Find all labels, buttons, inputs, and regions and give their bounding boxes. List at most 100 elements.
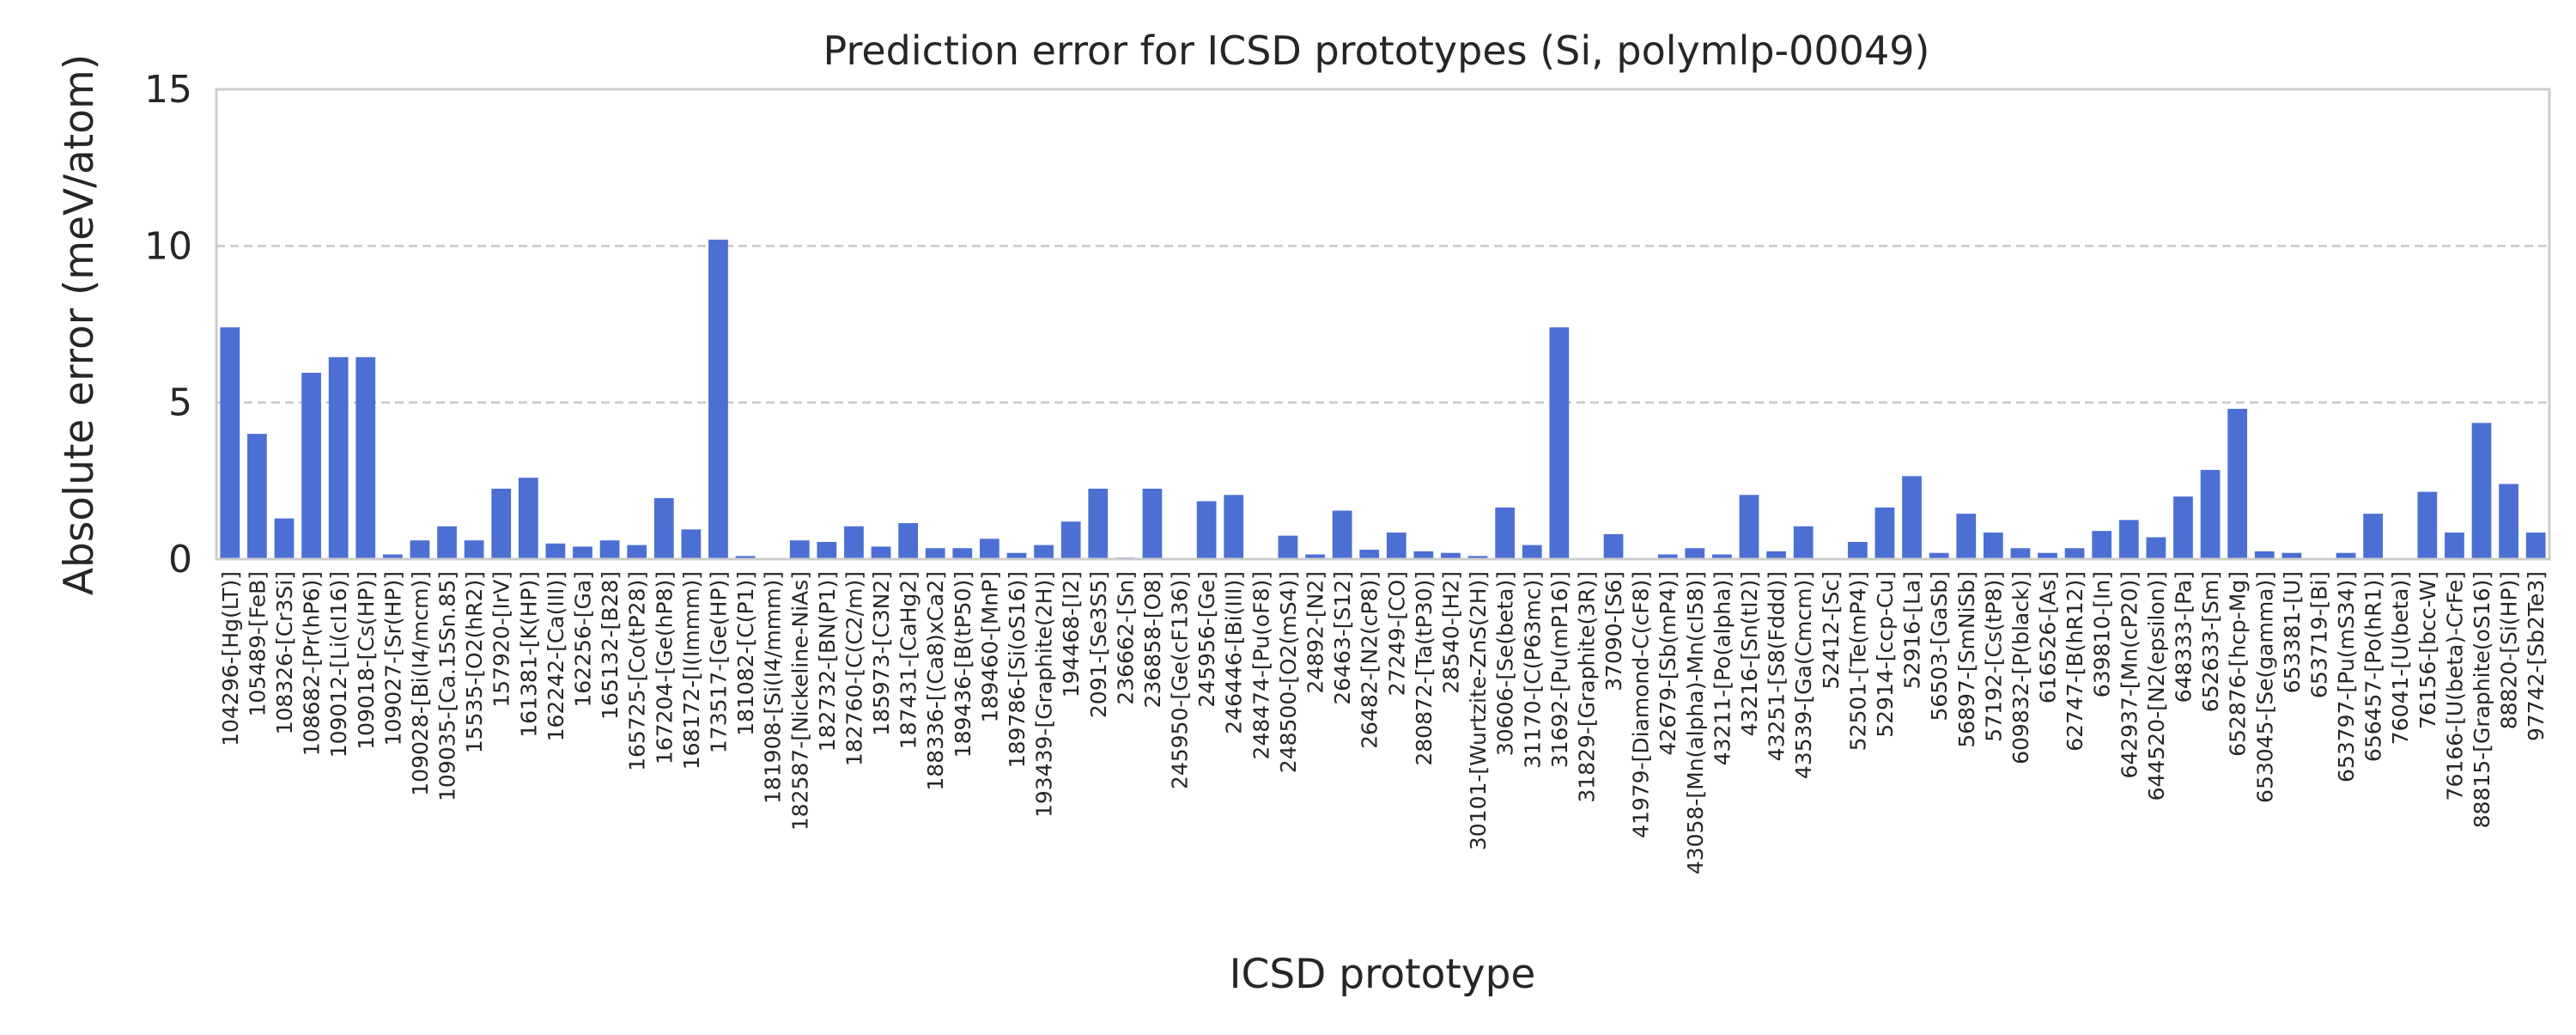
bar: [2038, 552, 2057, 559]
bar: [437, 526, 457, 559]
x-tick-label: 108326-[Cr3Si]: [272, 571, 297, 734]
x-tick-label: 245950-[Ge(cF136)]: [1168, 571, 1193, 789]
bar: [2227, 408, 2248, 559]
x-tick-label: 26482-[N2(cP8)]: [1358, 571, 1382, 749]
x-tick-label: 76041-[U(beta)]: [2388, 571, 2413, 745]
x-tick-label: 648333-[Pa]: [2171, 571, 2196, 703]
x-tick-label: 109028-[Bi(I4/mcm)]: [408, 571, 433, 796]
x-tick-label: 609832-[P(black)]: [2008, 571, 2033, 764]
x-tick-label: 246446-[Bi(III)]: [1222, 571, 1247, 734]
bar: [1495, 507, 1516, 559]
x-tick-label: 652876-[hcp-Mg]: [2226, 571, 2251, 757]
x-tick-label: 43216-[Sn(tI2)]: [1737, 571, 1762, 736]
x-tick-label: 56897-[SmNiSb]: [1954, 571, 1979, 748]
y-gridlines: [216, 245, 2549, 404]
x-tick-label: 43211-[Po(alpha)]: [1710, 571, 1735, 765]
bar: [1386, 533, 1406, 559]
x-tick-label: 43058-[Mn(alpha)-Mn(cI58)]: [1683, 571, 1708, 874]
x-tick-label: 167204-[Ge(hP8)]: [652, 571, 677, 764]
bar: [2363, 514, 2384, 559]
x-tick-label: 52501-[Te(mP4)]: [1845, 571, 1870, 751]
x-tick-label: 653797-[Pu(mS34)]: [2334, 571, 2359, 782]
x-tick-label: 109035-[Ca.15Sn.85]: [435, 571, 460, 801]
bar: [1793, 526, 1814, 559]
bar: [1929, 552, 1949, 559]
bar: [464, 540, 484, 559]
x-tick-label: 182760-[C(C2/m)]: [841, 571, 866, 766]
x-tick-label: 616526-[As]: [2036, 571, 2061, 703]
x-tick-label: 30101-[Wurtzite-ZnS(2H)]: [1466, 571, 1491, 850]
x-tick-label: 57192-[Cs(tP8)]: [1981, 571, 2006, 742]
bar: [301, 373, 321, 559]
x-tick-label: 168172-[I(Immm)]: [679, 571, 704, 770]
x-tick-label: 245956-[Ge]: [1194, 571, 1219, 708]
x-tick-label: 236858-[O8]: [1140, 571, 1165, 709]
x-tick-label: 56503-[GaSb]: [1927, 571, 1952, 721]
x-tick-label: 24892-[N2]: [1303, 571, 1328, 694]
bar: [1196, 501, 1217, 559]
x-tick-label: 182732-[BN(P1)]: [815, 571, 840, 752]
bar: [1739, 495, 1759, 559]
bar: [2471, 423, 2492, 559]
x-tick-label: 639810-[In]: [2090, 571, 2115, 697]
x-tick-label: 62747-[B(hR12)]: [2063, 571, 2087, 752]
x-tick-label: 182587-[Nickeline-NiAs]: [787, 571, 812, 831]
bar: [2118, 520, 2139, 559]
bar: [817, 541, 837, 559]
y-tick-label: 15: [144, 68, 192, 112]
bar: [1006, 552, 1027, 559]
bar: [382, 554, 403, 559]
bar: [573, 546, 592, 559]
x-tick-label: 104296-[Hg(LT)]: [218, 571, 243, 746]
x-tick-label: 189460-[MnP]: [977, 571, 1002, 722]
x-tick-label: 161381-[K(HP)]: [516, 571, 541, 738]
bar: [328, 356, 349, 559]
bar: [980, 539, 999, 559]
x-tick-label: 52412-[Sc]: [1819, 571, 1844, 690]
x-tick-label: 30606-[Se(beta)]: [1493, 571, 1518, 756]
bar: [2173, 496, 2193, 559]
bar: [491, 488, 512, 559]
x-tick-label: 652633-[Sm]: [2198, 571, 2223, 712]
x-tick-label: 181082-[C(P1)]: [733, 571, 758, 736]
x-tick-label: 97742-[Sb2Te3]: [2524, 571, 2549, 741]
x-tick-label: 194468-[I2]: [1059, 571, 1084, 697]
bar: [2336, 552, 2356, 559]
x-tick-label: 108682-[Pr(hP6)]: [300, 571, 325, 756]
x-tick-label: 165725-[Co(tP28)]: [625, 571, 650, 771]
x-tick-label: 109027-[Sr(HP)]: [380, 571, 405, 746]
x-tick-label: 653381-[U]: [2280, 571, 2305, 693]
x-tick-label: 105489-[FeB]: [245, 571, 270, 717]
x-tick-label: 656457-[Po(hR1)]: [2361, 571, 2386, 762]
x-tick-label: 653719-[Bi]: [2306, 571, 2331, 698]
x-tick-labels: 104296-[Hg(LT)] 105489-[FeB] 108326-[Cr3Si…: [218, 571, 2549, 874]
x-tick-label: 43539-[Ga(Cmcm)]: [1791, 571, 1816, 779]
bar: [2146, 537, 2166, 559]
x-tick-label: 37090-[S6]: [1601, 571, 1626, 691]
bar: [2499, 484, 2518, 559]
x-tick-label: 109012-[Li(cI16)]: [326, 571, 351, 758]
bar: [1549, 327, 1570, 559]
bar: [1413, 551, 1434, 559]
bar: [681, 529, 702, 559]
x-tick-label: 248500-[O2(mS4)]: [1276, 571, 1301, 773]
bar: [871, 546, 891, 559]
bar: [1278, 535, 1298, 559]
x-tick-label: 193439-[Graphite(2H)]: [1032, 571, 1057, 818]
bar: [2200, 470, 2221, 559]
x-tick-label: 88820-[Si(HP)]: [2497, 571, 2522, 729]
bar: [220, 327, 240, 559]
x-axis-label: ICSD prototype: [1230, 951, 1536, 998]
x-tick-label: 157920-[IrV]: [489, 571, 514, 708]
bar: [247, 434, 267, 559]
x-tick-label: 165132-[B28]: [598, 571, 623, 720]
bar: [1060, 521, 1081, 559]
bar: [735, 556, 756, 559]
x-tick-label: 31170-[C(P63mc)]: [1520, 571, 1545, 769]
x-tick-label: 236662-[Sn]: [1113, 571, 1138, 705]
x-tick-label: 2091-[Se3S5]: [1086, 571, 1111, 718]
bar: [1848, 541, 1868, 559]
x-tick-label: 280872-[Ta(tP30)]: [1412, 571, 1437, 766]
bar: [1685, 548, 1705, 559]
